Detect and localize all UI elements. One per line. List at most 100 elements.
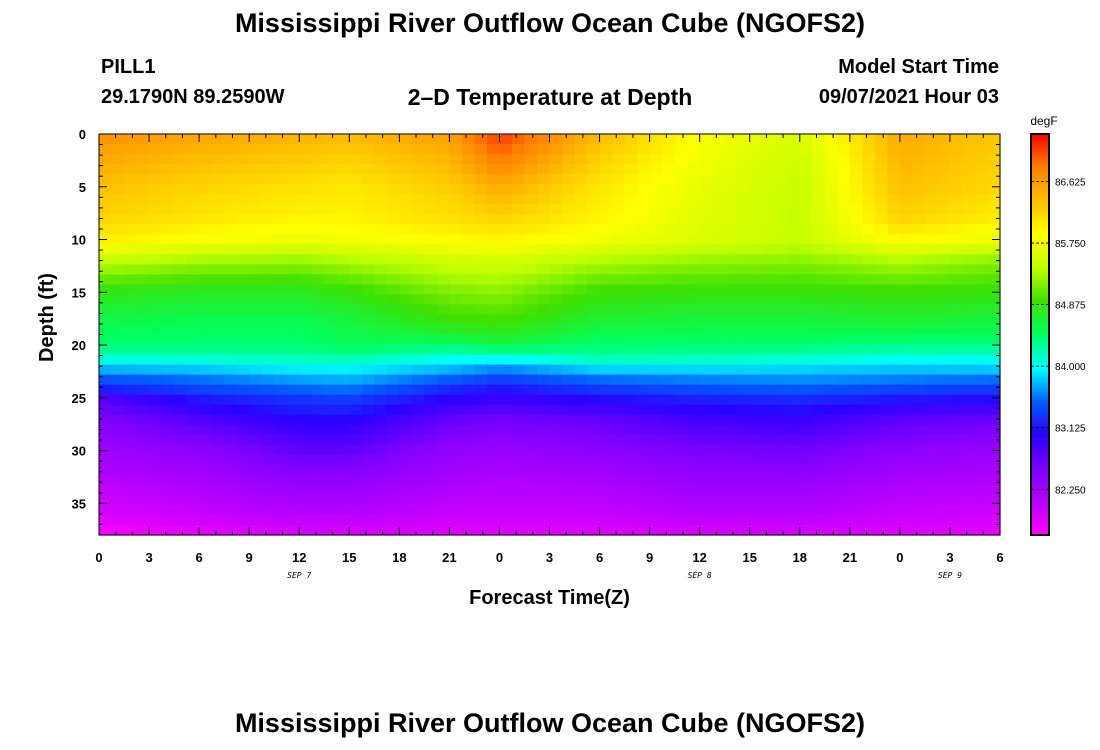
heatmap-cell xyxy=(987,404,1001,416)
heatmap-cell xyxy=(787,264,801,275)
heatmap-cell xyxy=(249,144,263,155)
heatmap-cell xyxy=(949,394,964,406)
heatmap-cell xyxy=(762,364,776,376)
heatmap-cell xyxy=(324,274,338,285)
heatmap-cell xyxy=(511,494,526,506)
heatmap-cell xyxy=(562,134,576,145)
heatmap-cell xyxy=(949,284,964,296)
heatmap-cell xyxy=(224,424,238,436)
heatmap-cell xyxy=(361,504,375,516)
heatmap-cell xyxy=(386,314,400,326)
heatmap-cell xyxy=(236,164,250,175)
heatmap-cell xyxy=(361,444,375,456)
heatmap-cell xyxy=(749,354,763,366)
heatmap-cell xyxy=(712,474,726,486)
heatmap-cell xyxy=(274,274,288,285)
heatmap-cell xyxy=(199,254,213,265)
heatmap-cell xyxy=(136,344,150,356)
heatmap-cell xyxy=(311,404,325,416)
heatmap-cell xyxy=(887,514,901,526)
heatmap-cell xyxy=(536,294,551,306)
heatmap-cell xyxy=(649,184,663,195)
heatmap-cell xyxy=(286,444,300,456)
heatmap-cell xyxy=(336,174,350,185)
heatmap-cell xyxy=(324,324,338,336)
heatmap-cell xyxy=(324,414,338,426)
heatmap-cell xyxy=(236,264,250,275)
heatmap-cell xyxy=(899,524,913,536)
heatmap-cell xyxy=(824,184,838,195)
heatmap-cell xyxy=(236,454,250,466)
heatmap-cell xyxy=(336,434,350,446)
heatmap-cell xyxy=(887,404,901,416)
heatmap-cell xyxy=(949,384,964,396)
heatmap-cell xyxy=(887,194,901,205)
heatmap-cell xyxy=(662,224,676,235)
heatmap-cell xyxy=(662,484,676,496)
heatmap-cell xyxy=(799,344,813,356)
heatmap-cell xyxy=(562,504,576,516)
heatmap-cell xyxy=(424,134,438,145)
heatmap-cell xyxy=(386,374,400,386)
heatmap-cell xyxy=(712,214,726,225)
heatmap-cell xyxy=(637,504,651,516)
heatmap-cell xyxy=(236,144,250,155)
heatmap-cell xyxy=(386,454,400,466)
heatmap-cell xyxy=(124,494,138,506)
heatmap-cell xyxy=(737,184,751,195)
heatmap-cell xyxy=(912,164,926,175)
heatmap-cell xyxy=(649,274,663,285)
heatmap-cell xyxy=(837,364,851,376)
heatmap-cell xyxy=(436,334,450,346)
heatmap-cell xyxy=(374,434,388,446)
heatmap-cell xyxy=(124,164,138,175)
heatmap-cell xyxy=(662,354,676,366)
heatmap-cell xyxy=(699,234,713,245)
heatmap-cell xyxy=(99,204,113,215)
heatmap-cell xyxy=(449,264,463,275)
heatmap-cell xyxy=(662,384,676,396)
heatmap-cell xyxy=(662,494,676,506)
heatmap-cell xyxy=(161,144,175,155)
heatmap-cell xyxy=(311,204,325,215)
heatmap-cell xyxy=(712,394,726,406)
heatmap-cell xyxy=(612,504,626,516)
heatmap-cell xyxy=(787,174,801,185)
heatmap-cell xyxy=(499,354,513,366)
heatmap-cell xyxy=(649,214,663,225)
heatmap-cell xyxy=(937,234,951,245)
heatmap-cell xyxy=(174,494,188,506)
heatmap-cell xyxy=(762,304,776,316)
heatmap-cell xyxy=(587,384,601,396)
heatmap-cell xyxy=(562,154,576,165)
heatmap-cell xyxy=(249,234,263,245)
heatmap-cell xyxy=(937,154,951,165)
heatmap-cell xyxy=(161,204,175,215)
heatmap-cell xyxy=(887,304,901,316)
heatmap-cell xyxy=(99,424,113,436)
heatmap-cell xyxy=(787,184,801,195)
heatmap-cell xyxy=(687,394,701,406)
heatmap-cell xyxy=(511,134,526,145)
heatmap-cell xyxy=(624,264,638,275)
heatmap-cell xyxy=(974,204,989,215)
heatmap-cell xyxy=(111,284,125,296)
heatmap-cell xyxy=(324,174,338,185)
heatmap-cell xyxy=(386,194,400,205)
heatmap-cell xyxy=(662,164,676,175)
heatmap-cell xyxy=(774,264,788,275)
heatmap-cell xyxy=(486,134,501,145)
heatmap-cell xyxy=(899,304,913,316)
heatmap-cell xyxy=(511,374,526,386)
heatmap-cell xyxy=(912,304,926,316)
heatmap-cell xyxy=(399,284,413,296)
heatmap-cell xyxy=(774,274,788,285)
heatmap-cell xyxy=(249,284,263,296)
heatmap-cell xyxy=(874,174,888,185)
heatmap-cell xyxy=(549,154,563,165)
heatmap-cell xyxy=(199,184,213,195)
heatmap-cell xyxy=(311,524,325,536)
heatmap-cell xyxy=(824,374,838,386)
heatmap-cell xyxy=(124,264,138,275)
heatmap-cell xyxy=(687,214,701,225)
